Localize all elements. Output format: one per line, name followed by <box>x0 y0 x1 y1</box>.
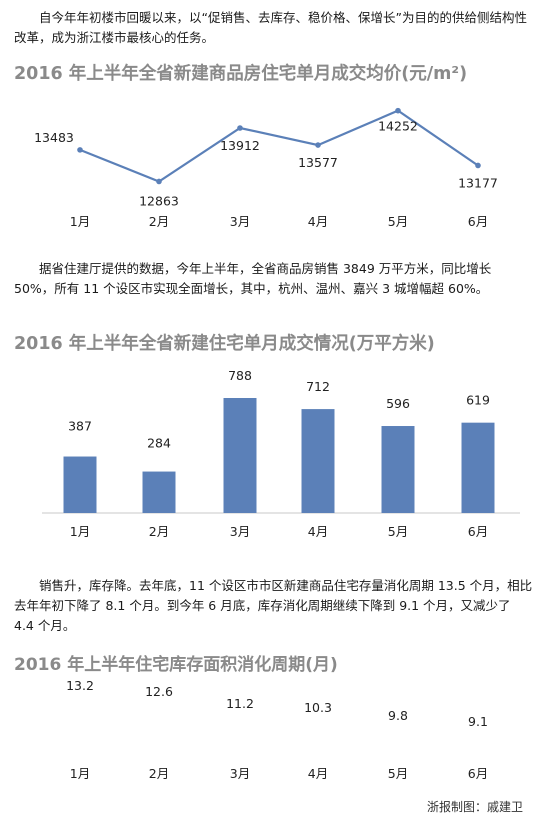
sales-month-label: 1月 <box>70 524 90 539</box>
sales-month-label: 6月 <box>468 524 488 539</box>
sales-bar <box>381 426 415 513</box>
price-month-label: 1月 <box>70 214 90 229</box>
sales-month-label: 2月 <box>149 524 169 539</box>
price-point <box>315 142 321 148</box>
sales-data-label: 712 <box>306 379 330 394</box>
sales-data-label: 596 <box>386 396 410 411</box>
sales-bar <box>461 422 495 513</box>
chart3-title: 2016 年上半年住宅库存面积消化周期(月) <box>14 655 338 675</box>
intro-paragraph: 自今年年初楼市回暖以来，以“促销售、去库存、稳价格、保增长”为目的的供给侧结构性… <box>14 10 527 45</box>
sales-paragraph: 据省住建厅提供的数据，今年上半年，全省商品房销售 3849 万平方米，同比增长 … <box>14 261 492 296</box>
sales-data-label: 619 <box>466 393 490 408</box>
cycle-data-label: 9.8 <box>388 708 408 723</box>
sales-bar <box>301 409 335 513</box>
price-month-label: 2月 <box>149 214 169 229</box>
credit-line: 浙报制图：戚建卫 <box>426 800 523 814</box>
cycle-month-label: 6月 <box>468 766 488 781</box>
cycle-month-label: 3月 <box>230 766 250 781</box>
price-month-label: 5月 <box>388 214 408 229</box>
sales-bar <box>63 456 97 513</box>
price-data-label: 13577 <box>298 155 338 170</box>
price-point <box>156 178 162 185</box>
price-data-label: 14252 <box>378 119 418 134</box>
inventory-paragraph: 销售升，库存降。去年底，11 个设区市市区新建商品住宅存量消化周期 13.5 个… <box>14 578 533 633</box>
cycle-data-label: 9.1 <box>468 714 488 729</box>
price-point <box>475 162 481 169</box>
price-line-chart: 13483 12863 13912 13577 14252 13177 1月 2月 3月 4月 5月… <box>34 107 498 229</box>
price-month-label: 4月 <box>308 214 328 229</box>
cycle-data-label: 12.6 <box>145 684 173 699</box>
sales-bar-chart: 387 1月 284 2月 788 3月 712 4月 596 5月 619 6月 <box>42 368 520 539</box>
chart1-title: 2016 年上半年全省新建商品房住宅单月成交均价(元/m²) <box>14 64 468 84</box>
price-point <box>237 125 243 131</box>
inventory-cycle-chart: 13.2 1月 12.6 2月 11.2 3月 10.3 4月 9.8 5月 9.1 6月 <box>66 678 488 781</box>
sales-month-label: 3月 <box>230 524 250 539</box>
price-point <box>77 147 83 153</box>
price-data-label: 12863 <box>139 193 179 208</box>
sales-data-label: 387 <box>68 419 92 434</box>
sales-data-label: 284 <box>147 436 171 451</box>
sales-month-label: 5月 <box>388 524 408 539</box>
price-data-label: 13912 <box>220 138 260 153</box>
price-data-label: 13483 <box>34 130 74 145</box>
cycle-month-label: 2月 <box>149 766 169 781</box>
price-data-label: 13177 <box>458 175 498 190</box>
sales-month-label: 4月 <box>308 524 328 539</box>
cycle-month-label: 5月 <box>388 766 408 781</box>
price-point <box>395 107 401 114</box>
price-line <box>79 109 479 183</box>
price-month-label: 3月 <box>230 214 250 229</box>
cycle-data-label: 10.3 <box>304 700 332 715</box>
sales-bar <box>142 471 176 513</box>
sales-data-label: 788 <box>228 368 252 383</box>
sales-bar <box>223 398 257 513</box>
cycle-month-label: 1月 <box>70 766 90 781</box>
cycle-month-label: 4月 <box>308 766 328 781</box>
cycle-data-label: 13.2 <box>66 678 94 693</box>
price-month-label: 6月 <box>468 214 488 229</box>
cycle-data-label: 11.2 <box>226 696 254 711</box>
chart2-title: 2016 年上半年全省新建住宅单月成交情况(万平方米) <box>14 334 435 354</box>
